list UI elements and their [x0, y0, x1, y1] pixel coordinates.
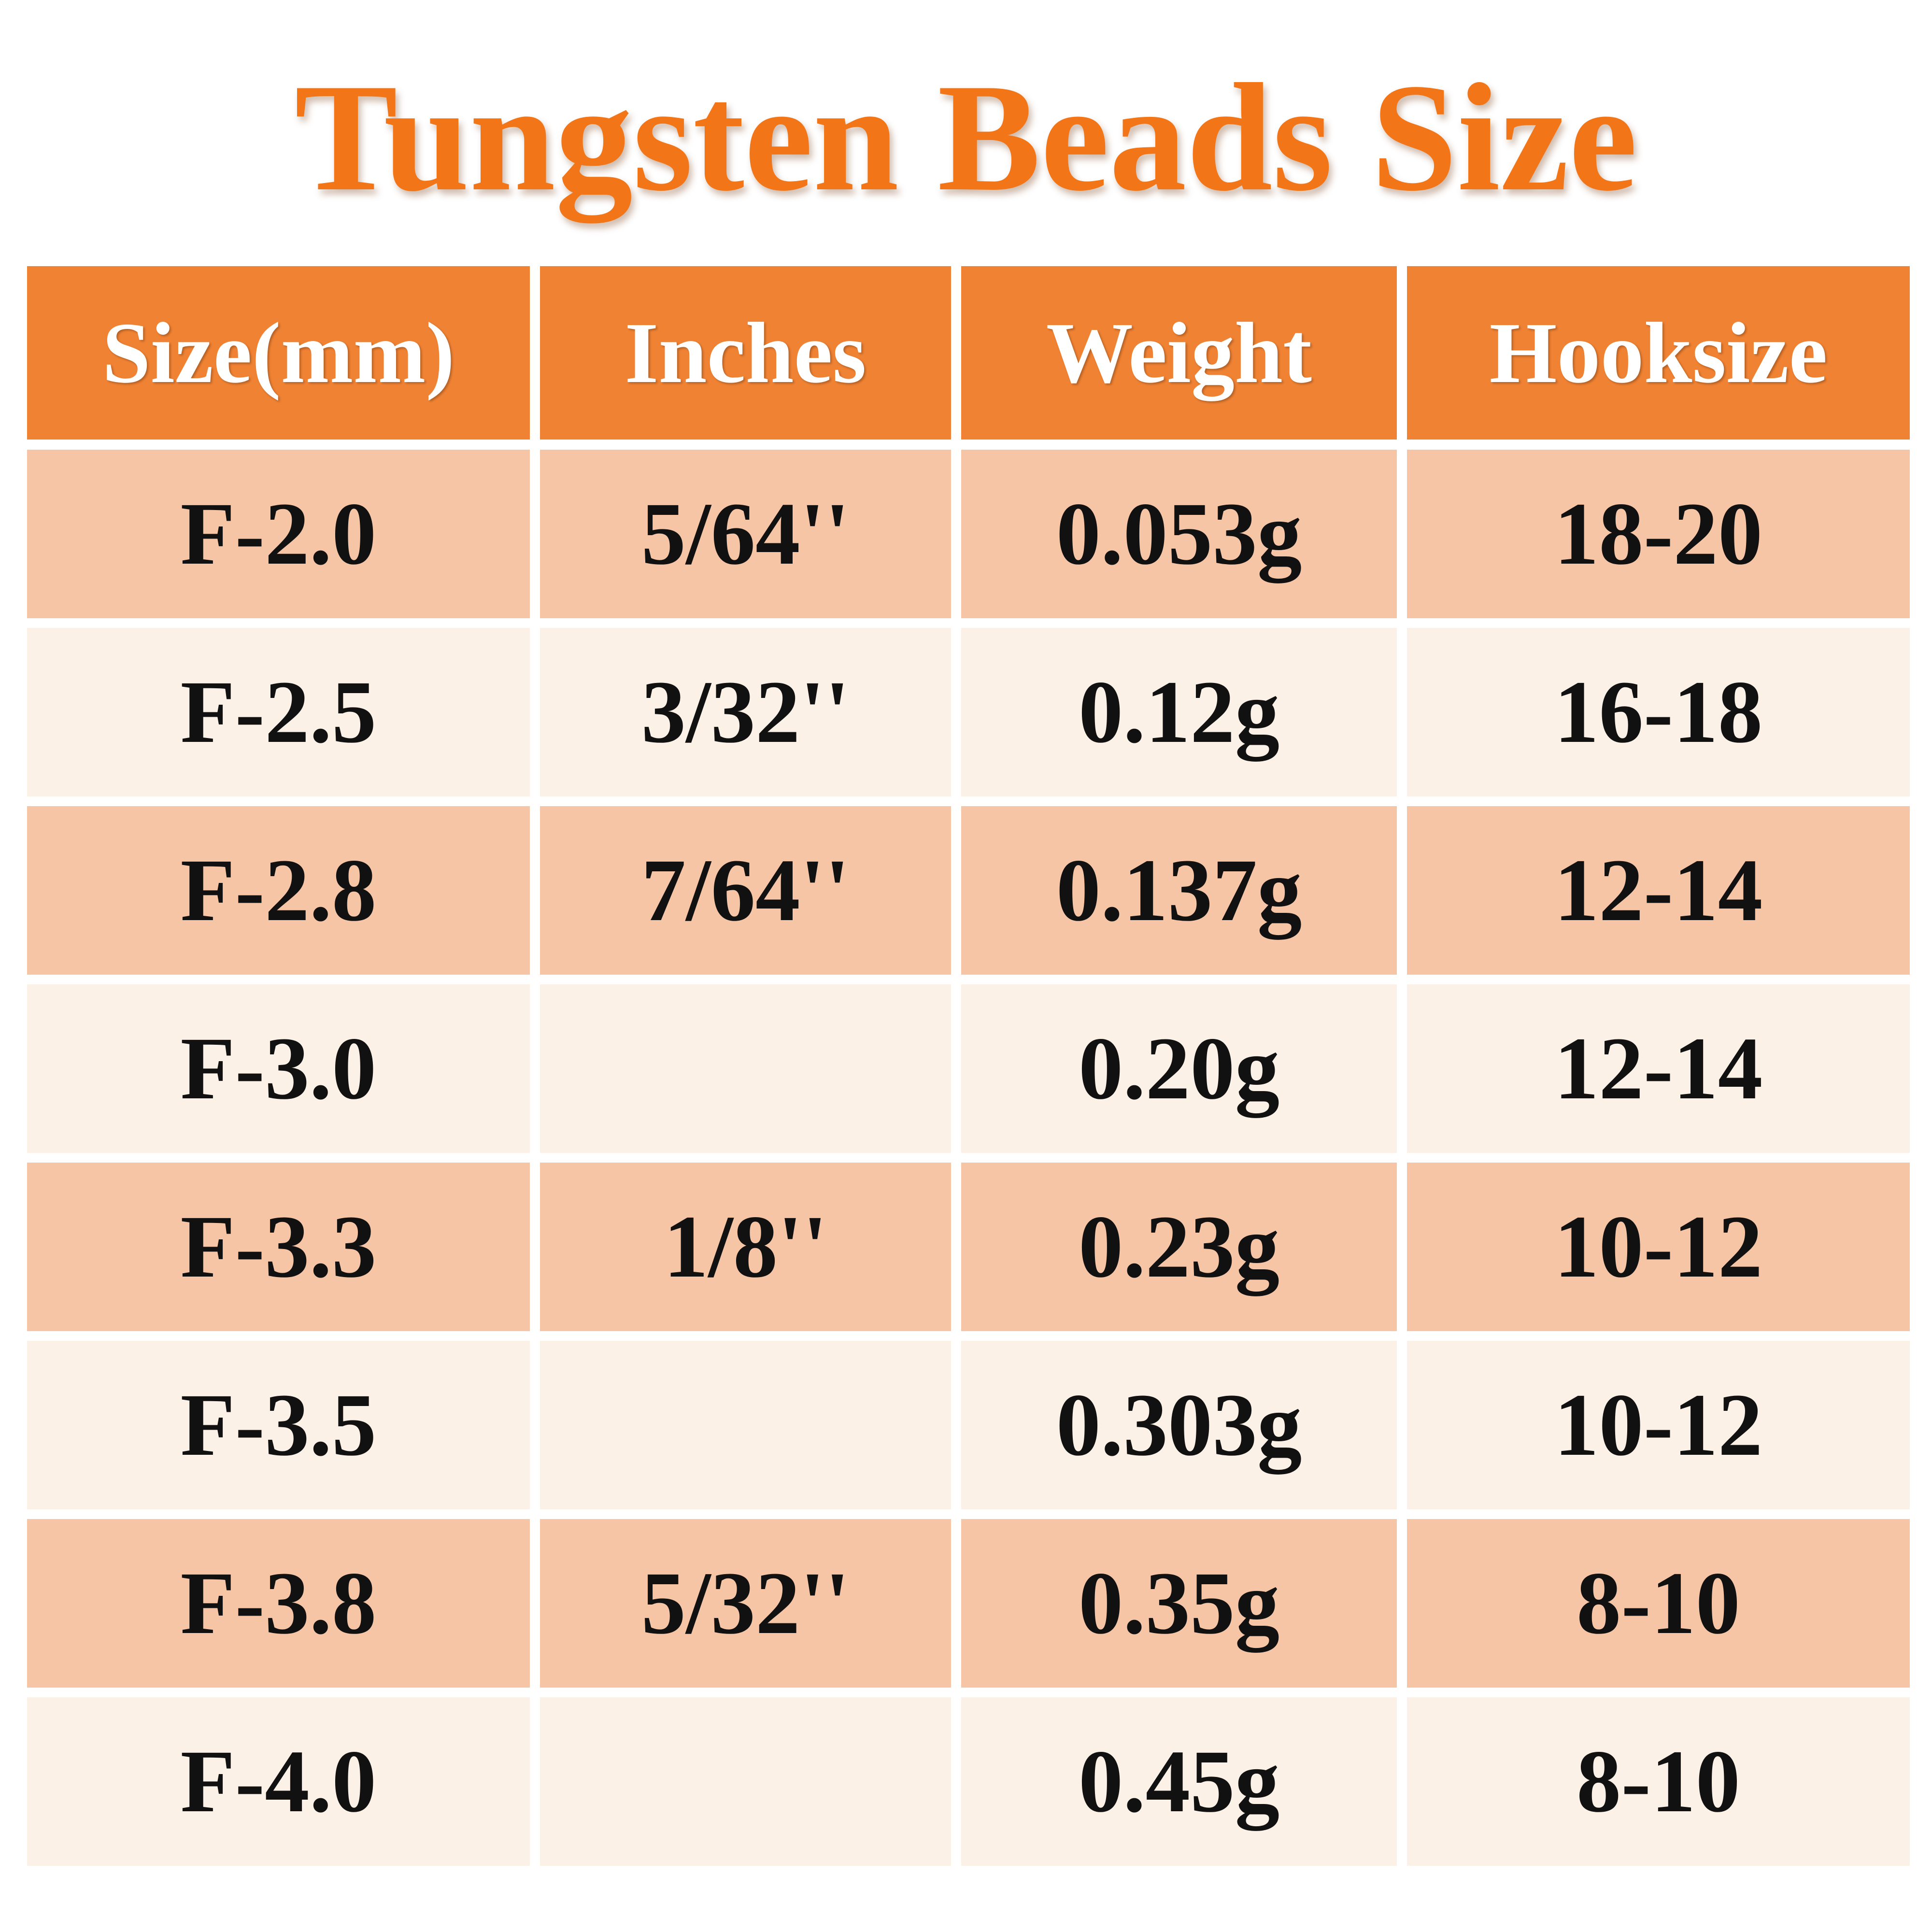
table-cell: 10-12	[1407, 1341, 1910, 1509]
table-cell: 0.053g	[961, 450, 1397, 618]
table-cell: 16-18	[1407, 628, 1910, 796]
table-cell: 18-20	[1407, 450, 1910, 618]
table-cell: 0.20g	[961, 984, 1397, 1153]
header-cell: Size(mm)	[27, 266, 530, 440]
table-cell: 0.137g	[961, 806, 1397, 975]
table-cell: F-3.5	[27, 1341, 530, 1509]
header-cell: Weight	[961, 266, 1397, 440]
table-cell: 0.12g	[961, 628, 1397, 796]
table-cell: F-2.8	[27, 806, 530, 975]
table-cell: 7/64''	[540, 806, 951, 975]
table-cell: 1/8''	[540, 1163, 951, 1331]
table-cell	[540, 1697, 951, 1866]
table-cell: 8-10	[1407, 1697, 1910, 1866]
table-cell: 3/32''	[540, 628, 951, 796]
table-cell: 0.35g	[961, 1519, 1397, 1688]
table-cell	[540, 1341, 951, 1509]
table-cell	[540, 984, 951, 1153]
table-cell: 10-12	[1407, 1163, 1910, 1331]
table-cell: 0.45g	[961, 1697, 1397, 1866]
table-cell: 5/64''	[540, 450, 951, 618]
header-cell: Hooksize	[1407, 266, 1910, 440]
table-cell: F-4.0	[27, 1697, 530, 1866]
table-cell: 0.23g	[961, 1163, 1397, 1331]
table-cell: F-2.5	[27, 628, 530, 796]
table-cell: 12-14	[1407, 984, 1910, 1153]
table-cell: 0.303g	[961, 1341, 1397, 1509]
header-cell: Inches	[540, 266, 951, 440]
table-cell: F-3.0	[27, 984, 530, 1153]
table-cell: F-3.8	[27, 1519, 530, 1688]
title: Tungsten Beads Size	[295, 52, 1637, 223]
table-cell: 8-10	[1407, 1519, 1910, 1688]
table-cell: F-2.0	[27, 450, 530, 618]
table-cell: 12-14	[1407, 806, 1910, 975]
table-cell: 5/32''	[540, 1519, 951, 1688]
table-cell: F-3.3	[27, 1163, 530, 1331]
